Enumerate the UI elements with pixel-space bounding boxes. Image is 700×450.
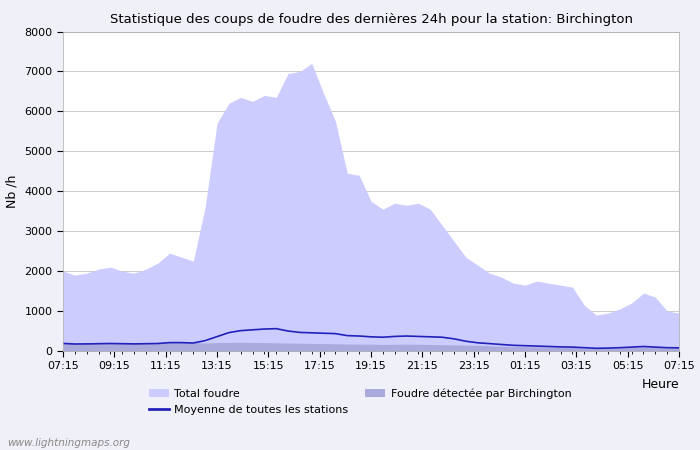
Text: Heure: Heure	[641, 378, 679, 391]
Y-axis label: Nb /h: Nb /h	[6, 175, 19, 208]
Title: Statistique des coups de foudre des dernières 24h pour la station: Birchington: Statistique des coups de foudre des dern…	[109, 13, 633, 26]
Legend: Total foudre, Moyenne de toutes les stations, Foudre détectée par Birchington: Total foudre, Moyenne de toutes les stat…	[148, 388, 571, 414]
Text: www.lightningmaps.org: www.lightningmaps.org	[7, 438, 130, 448]
